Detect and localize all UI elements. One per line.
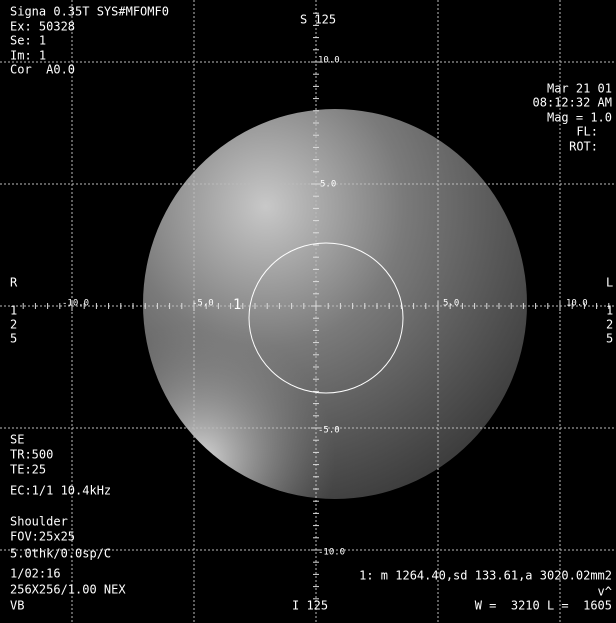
info: TR:500 — [10, 448, 53, 462]
orientation: S 125 — [300, 13, 336, 27]
info: 5.0thk/0.0sp/C — [10, 547, 111, 561]
info: FOV:25x25 — [10, 530, 75, 544]
ruler-label: 5.0 — [443, 299, 459, 309]
ruler-label: 10.0 — [566, 299, 588, 309]
roi-circle — [248, 242, 404, 394]
ruler-label: 10.0 — [318, 56, 340, 66]
orientation: L — [606, 276, 613, 290]
ruler-label: -5.0 — [192, 299, 214, 309]
orientation: I 125 — [292, 599, 328, 613]
info: v^ — [598, 585, 612, 599]
info: 256X256/1.00 NEX — [10, 583, 126, 597]
ruler-label: -10.0 — [62, 299, 89, 309]
info: 08:12:32 AM — [533, 96, 612, 110]
info: VB — [10, 599, 24, 613]
info: TE:25 — [10, 463, 46, 477]
ruler-label: -10.0 — [318, 548, 345, 558]
info: SE — [10, 433, 24, 447]
orientation: 2 — [10, 318, 17, 332]
info: Se: 1 — [10, 34, 46, 48]
roi-stats: 1: m 1264.40,sd 133.61,a 3020.02mm2 — [359, 569, 612, 583]
orientation: 1 — [10, 304, 17, 318]
ruler-label: -5.0 — [318, 426, 340, 436]
orientation: 2 — [606, 318, 613, 332]
orientation: 5 — [606, 332, 613, 346]
info: Mar 21 01 — [547, 82, 612, 96]
info: Cor A0.0 — [10, 63, 75, 77]
info: Shoulder — [10, 515, 68, 529]
orientation: 1 — [606, 304, 613, 318]
info: FL: — [576, 125, 598, 139]
info: EC:1/1 10.4kHz — [10, 484, 111, 498]
orientation: R — [10, 276, 18, 290]
info: Ex: 50328 — [10, 20, 75, 34]
window-level: W = 3210 L = 1605 — [475, 599, 612, 613]
orientation: 5 — [10, 332, 17, 346]
info: Signa 0.35T SYS#MFOMF0 — [10, 5, 169, 19]
info: ROT: — [569, 140, 598, 154]
info: 1/02:16 — [10, 567, 61, 581]
info: Im: 1 — [10, 49, 46, 63]
info: Mag = 1.0 — [547, 111, 612, 125]
ruler-label: 5.0 — [320, 180, 336, 190]
roi-label: 1 — [233, 297, 241, 313]
phantom-highlight — [143, 109, 527, 499]
